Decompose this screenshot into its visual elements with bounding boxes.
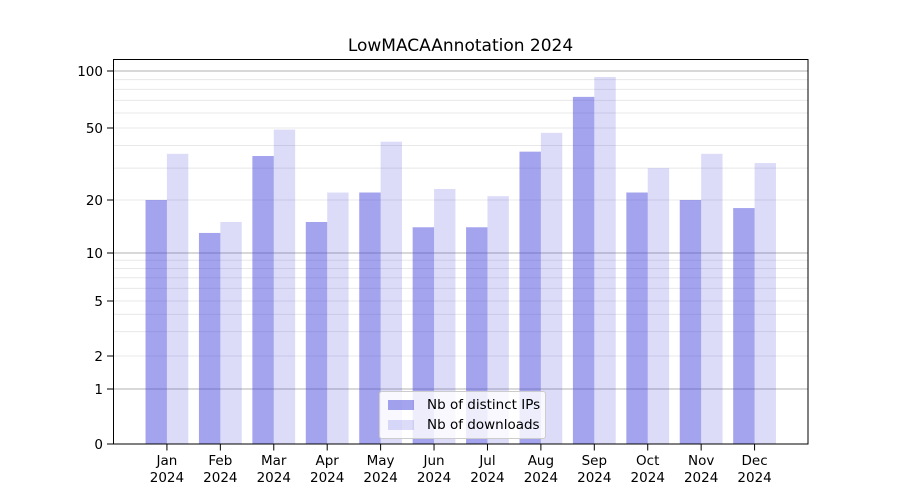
bar-sep-distinct-ips [572,96,595,444]
bar-may-downloads [380,141,403,444]
legend-swatch-downloads [388,420,414,430]
legend: Nb of distinct IPs Nb of downloads [379,391,546,439]
x-tick-label-year: 2024 [363,470,397,486]
bar-dec-downloads [754,163,776,444]
x-tick-label-month: Feb [208,453,232,469]
bar-mar-distinct-ips [252,156,274,445]
y-tick-label: 1 [94,382,103,398]
x-tick-label-year: 2024 [684,470,718,486]
bar-aug-distinct-ips [519,151,541,444]
x-tick-label-year: 2024 [203,470,237,486]
x-tick-label-month: Jun [422,453,444,469]
bar-aug-downloads [540,132,563,444]
y-tick-label: 5 [94,294,103,310]
bar-apr-distinct-ips [305,221,328,444]
x-tick-label-month: Aug [528,453,554,469]
x-tick-label-month: Dec [742,453,768,469]
bar-feb-downloads [220,221,242,444]
bar-apr-downloads [327,192,349,444]
x-tick-label-year: 2024 [417,470,451,486]
x-tick-label-month: Oct [636,453,659,469]
x-tick-label-year: 2024 [257,470,291,486]
bar-jan-downloads [166,153,189,444]
legend-item-distinct-ips: Nb of distinct IPs [388,395,545,415]
x-tick-label-month: Apr [316,453,340,469]
legend-item-downloads: Nb of downloads [388,415,545,435]
x-tick-label-year: 2024 [524,470,558,486]
x-tick-label-year: 2024 [310,470,344,486]
bar-feb-distinct-ips [198,232,221,444]
y-tick-label: 50 [86,121,103,137]
legend-label-downloads: Nb of downloads [427,417,540,433]
chart-title: LowMACAAnnotation 2024 [347,36,574,56]
y-tick-label: 0 [94,437,103,453]
bar-jan-distinct-ips [145,200,167,444]
bar-jun-distinct-ips [412,227,435,444]
bar-nov-downloads [701,153,723,444]
plot-border [113,59,809,445]
bar-sep-downloads [594,76,616,445]
x-tick-label-year: 2024 [577,470,611,486]
bar-oct-distinct-ips [626,192,648,444]
bar-dec-distinct-ips [733,208,755,444]
bar-may-distinct-ips [359,192,381,444]
x-tick-label-month: Jan [156,453,178,469]
legend-swatch-distinct-ips [388,400,414,410]
y-tick-label: 100 [77,64,103,80]
bar-jul-distinct-ips [466,227,488,444]
y-tick-label: 2 [94,349,103,365]
x-tick-label-month: Sep [582,453,607,469]
bar-jul-downloads [487,196,509,444]
y-tick-label: 20 [86,193,103,209]
x-tick-label-year: 2024 [737,470,771,486]
bar-oct-downloads [647,168,670,444]
bar-mar-downloads [273,129,296,445]
x-tick-label-month: Mar [261,453,287,469]
x-tick-label-month: Nov [688,453,714,469]
x-tick-label-month: May [367,453,395,469]
y-tick-label: 10 [86,246,103,262]
x-tick-label-year: 2024 [150,470,184,486]
x-tick-label-year: 2024 [631,470,665,486]
legend-label-distinct-ips: Nb of distinct IPs [427,397,541,413]
bar-jun-downloads [434,189,456,444]
bar-nov-distinct-ips [679,200,702,444]
x-tick-label-year: 2024 [470,470,504,486]
x-tick-label-month: Jul [478,453,495,469]
